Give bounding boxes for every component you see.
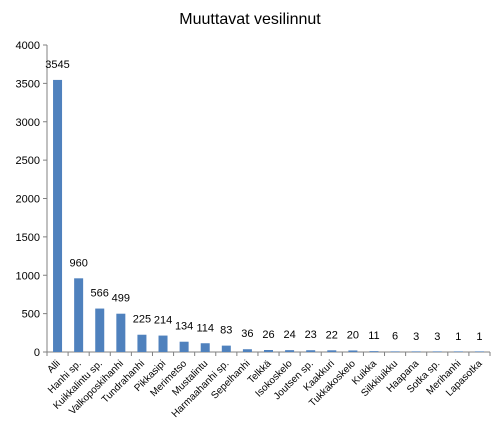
data-label: 214 (154, 315, 172, 327)
data-label: 26 (262, 329, 274, 341)
data-label: 960 (69, 257, 87, 269)
bar (53, 79, 63, 352)
data-label: 36 (241, 328, 253, 340)
bar (137, 334, 147, 352)
data-label: 20 (347, 329, 359, 341)
bar (200, 343, 210, 352)
bar (453, 351, 463, 352)
data-label: 1 (455, 331, 461, 343)
data-label: 114 (196, 322, 214, 334)
data-label: 83 (220, 325, 232, 337)
data-label: 3 (413, 331, 419, 343)
bar (221, 345, 231, 352)
y-tick-label: 4000 (16, 40, 40, 52)
data-label: 24 (283, 329, 295, 341)
data-label: 3 (434, 331, 440, 343)
y-tick-label: 1000 (16, 270, 40, 282)
data-label: 22 (326, 329, 338, 341)
bar (432, 351, 442, 352)
chart-bars (53, 79, 484, 352)
chart-title: Muuttavat vesilinnut (179, 11, 321, 28)
y-tick-label: 2000 (16, 194, 40, 206)
data-label: 225 (133, 314, 151, 326)
data-label: 23 (305, 329, 317, 341)
y-tick-label: 3500 (16, 78, 40, 90)
chart-axes: 0 500 1000 1500 2000 2500 3000 3500 4000 (16, 40, 491, 359)
data-label: 1 (476, 331, 482, 343)
data-label: 3545 (45, 59, 69, 71)
bar (348, 350, 358, 352)
bar (264, 350, 273, 352)
bar (116, 313, 126, 352)
bar (390, 351, 400, 352)
bar (369, 351, 379, 352)
bar (95, 308, 105, 352)
data-label: 134 (175, 321, 193, 333)
data-label: 566 (91, 288, 109, 300)
y-tick-label: 500 (22, 309, 40, 321)
data-label: 6 (392, 331, 398, 343)
bar (179, 341, 189, 352)
bar (474, 351, 484, 352)
y-tick-label: 3000 (16, 117, 40, 129)
bar (285, 350, 295, 352)
bar (74, 278, 84, 352)
data-label: 499 (112, 293, 130, 305)
bar (327, 350, 337, 352)
bar (306, 350, 316, 352)
bar (411, 351, 421, 352)
bar (158, 335, 168, 352)
y-tick-label: 2500 (16, 155, 40, 167)
data-label: 11 (368, 330, 379, 342)
bar (242, 349, 252, 352)
y-tick-label: 0 (34, 347, 40, 359)
y-tick-label: 1500 (16, 232, 40, 244)
